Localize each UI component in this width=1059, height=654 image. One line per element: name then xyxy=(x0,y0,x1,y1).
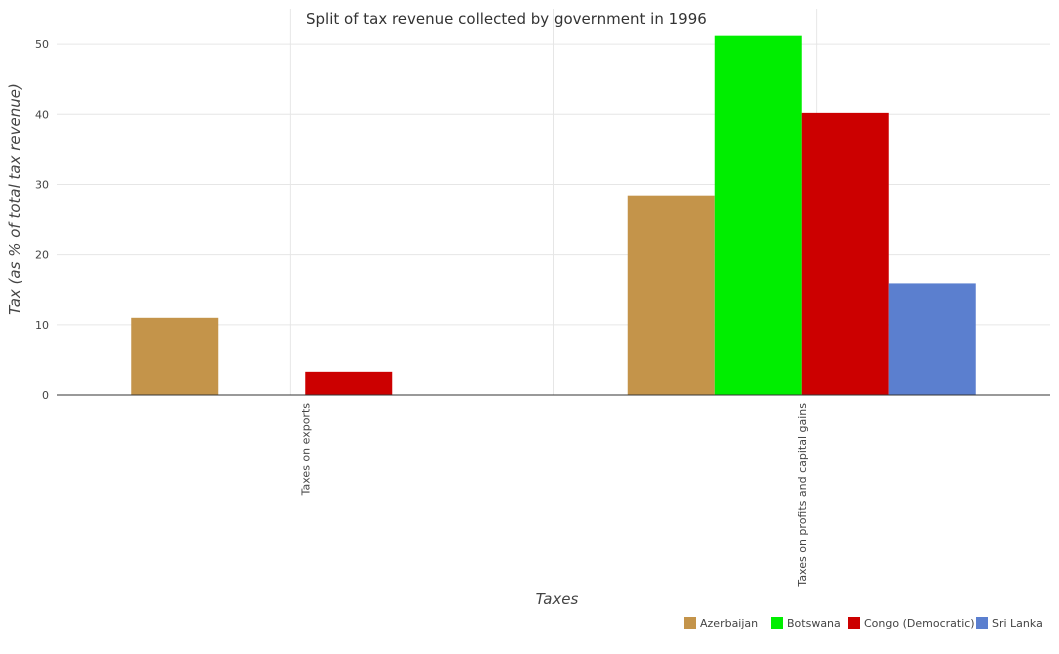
bar-azerbaijan-1 xyxy=(627,195,715,395)
legend-entry: Azerbaijan xyxy=(700,617,758,630)
legend-swatch xyxy=(976,617,988,629)
x-tick-label: Taxes on exports xyxy=(299,403,312,497)
legend-swatch xyxy=(771,617,783,629)
y-tick-label: 40 xyxy=(35,108,49,121)
legend-swatch xyxy=(848,617,860,629)
bars xyxy=(131,35,976,396)
y-tick-label: 30 xyxy=(35,178,49,191)
y-tick-label: 10 xyxy=(35,319,49,332)
y-axis-label: Tax (as % of total tax revenue) xyxy=(6,83,24,315)
axes: 0 10 20 30 40 50 Taxes on exports Taxes on prof… xyxy=(35,38,1050,588)
y-tick-label: 20 xyxy=(35,249,49,262)
bar-sri-lanka-1 xyxy=(888,283,976,395)
legend-entry: Congo (Democratic) xyxy=(864,617,975,630)
y-tick-label: 0 xyxy=(42,389,49,402)
bar-congo-democratic--1 xyxy=(801,112,889,396)
y-tick-label: 50 xyxy=(35,38,49,51)
bar-azerbaijan-0 xyxy=(131,317,219,395)
chart-title: Split of tax revenue collected by govern… xyxy=(306,10,707,28)
legend-entry: Sri Lanka xyxy=(992,617,1043,630)
legend-entry: Botswana xyxy=(787,617,841,630)
legend-swatch xyxy=(684,617,696,629)
x-tick-label: Taxes on profits and capital gains xyxy=(796,403,809,588)
bar-congo-democratic--0 xyxy=(305,371,393,395)
x-axis-label: Taxes xyxy=(536,590,579,608)
bar-botswana-1 xyxy=(714,35,802,395)
legend: Azerbaijan Botswana Congo (Democratic) Sri … xyxy=(684,617,1043,630)
